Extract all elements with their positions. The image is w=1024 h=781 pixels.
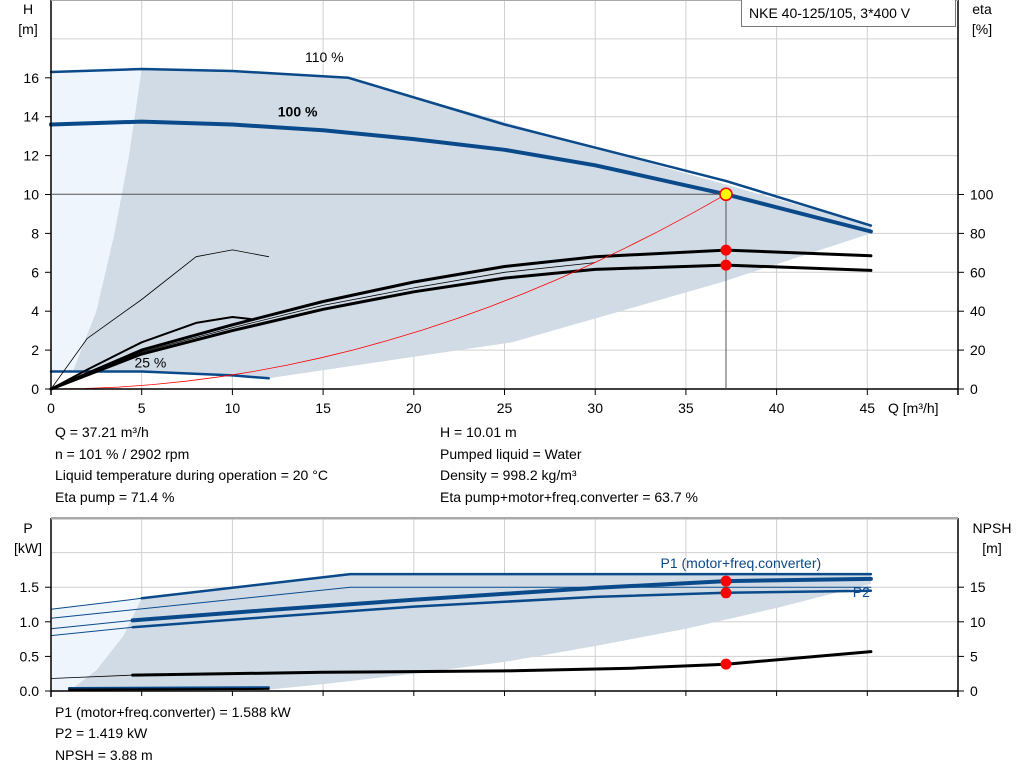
- curve-series-1: [140, 572, 873, 600]
- operating-marker: [720, 575, 732, 587]
- y2-tick-label: 60: [970, 264, 986, 280]
- y2-tick-label: 0: [970, 683, 978, 699]
- curve-label: P1 (motor+freq.converter): [661, 555, 822, 571]
- y2-tick-label: 10: [970, 614, 986, 630]
- y-tick-label: 14: [23, 109, 39, 125]
- x-tick-label: 45: [860, 400, 876, 416]
- curve-series-4: [130, 576, 873, 623]
- curve-series-8: [131, 650, 873, 677]
- x-tick-label: 40: [769, 400, 785, 416]
- x-tick-label: 35: [678, 400, 694, 416]
- y2-tick-label: 15: [970, 579, 986, 595]
- curve-label: 100 %: [278, 104, 318, 120]
- curve-series-1: [49, 119, 873, 234]
- info-p2: P2 = 1.419 kW: [55, 725, 148, 741]
- info-q: Q = 37.21 m³/h: [55, 424, 149, 440]
- y-tick-label: 4: [31, 303, 39, 319]
- x-axis-label: Q [m³/h]: [888, 400, 939, 416]
- x-tick-label: 10: [225, 400, 241, 416]
- curve-label: 110 %: [305, 49, 344, 65]
- operating-marker: [720, 658, 732, 670]
- y2-tick-label: 20: [970, 342, 986, 358]
- operating-marker: [720, 587, 732, 599]
- curve-series-3: [50, 249, 270, 390]
- y2-tick-label: 80: [970, 225, 986, 241]
- x-tick-label: 5: [138, 400, 146, 416]
- pump-title: NKE 40-125/105, 3*400 V: [741, 0, 956, 27]
- curve-series-3: [50, 619, 134, 630]
- duty-point-marker: [719, 187, 733, 202]
- operating-area-dark: [69, 574, 871, 691]
- y-axis-label: H: [23, 1, 33, 17]
- info-speed: n = 101 % / 2902 rpm: [55, 446, 190, 462]
- info-eta-pump: Eta pump = 71.4 %: [55, 489, 175, 505]
- y2-axis-label: [%]: [972, 21, 992, 37]
- curve-series-2: [50, 586, 872, 619]
- operating-area-dark: [72, 69, 871, 379]
- curve-series-5: [50, 626, 134, 637]
- info-npsh: NPSH = 3.88 m: [55, 747, 153, 763]
- y-axis-label: P: [23, 520, 32, 536]
- y-tick-label: 1.5: [20, 579, 40, 595]
- y-tick-label: 1.0: [20, 614, 40, 630]
- curve-series-6: [131, 589, 873, 629]
- curve-series-7: [50, 262, 596, 390]
- y-tick-label: 6: [31, 264, 39, 280]
- y2-axis-label: NPSH: [973, 520, 1012, 536]
- curve-series-0: [49, 67, 873, 227]
- info-p1: P1 (motor+freq.converter) = 1.588 kW: [55, 704, 291, 720]
- x-tick-label: 20: [406, 400, 422, 416]
- y2-tick-label: 100: [970, 187, 994, 203]
- curve-series-4: [50, 316, 252, 390]
- curve-label: P2: [853, 584, 870, 600]
- y2-axis-label: [m]: [982, 540, 1001, 556]
- y-tick-label: 2: [31, 342, 39, 358]
- info-h: H = 10.01 m: [440, 424, 517, 440]
- curve-series-5: [49, 248, 873, 391]
- x-tick-label: 30: [587, 400, 603, 416]
- curve-series-0: [50, 597, 143, 610]
- x-tick-label: 0: [47, 400, 55, 416]
- curve-series-7: [50, 674, 133, 679]
- curve-series-9: [67, 686, 270, 690]
- x-tick-label: 15: [315, 400, 331, 416]
- curve-series-6: [49, 263, 873, 391]
- y2-tick-label: 40: [970, 303, 986, 319]
- y-tick-label: 0: [31, 381, 39, 397]
- y-tick-label: 16: [23, 70, 39, 86]
- y-tick-label: 0.0: [20, 683, 40, 699]
- y-tick-label: 12: [23, 148, 39, 164]
- y-axis-label: [m]: [18, 21, 37, 37]
- curve-series-8: [50, 193, 727, 390]
- info-temperature: Liquid temperature during operation = 20…: [55, 467, 328, 483]
- y-tick-label: 0.5: [20, 648, 40, 664]
- curve-series-10: [68, 687, 270, 691]
- x-tick-label: 25: [497, 400, 513, 416]
- eta-total-marker: [720, 259, 732, 271]
- y-tick-label: 10: [23, 187, 39, 203]
- y-axis-label: [kW]: [14, 540, 42, 556]
- y2-tick-label: 0: [970, 381, 978, 397]
- info-density: Density = 998.2 kg/m³: [440, 467, 577, 483]
- operating-area-light: [51, 69, 142, 372]
- eta-pump-marker: [720, 244, 732, 256]
- y-tick-label: 8: [31, 225, 39, 241]
- y2-tick-label: 5: [970, 648, 978, 664]
- info-liquid: Pumped liquid = Water: [440, 446, 582, 462]
- y2-axis-label: eta: [972, 1, 992, 17]
- info-eta-total: Eta pump+motor+freq.converter = 63.7 %: [440, 489, 698, 505]
- curve-label: 25 %: [134, 355, 166, 371]
